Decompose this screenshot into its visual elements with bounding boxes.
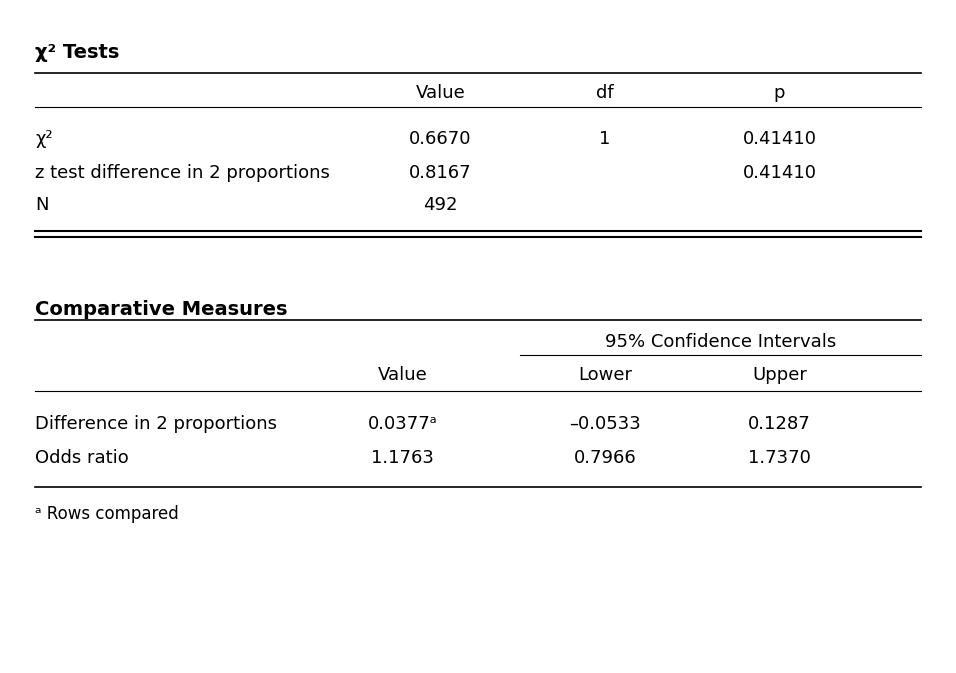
Text: 0.8167: 0.8167 [409, 164, 471, 182]
Text: 95% Confidence Intervals: 95% Confidence Intervals [605, 332, 836, 351]
Text: Upper: Upper [752, 365, 807, 384]
Text: 1.1763: 1.1763 [371, 450, 434, 468]
Text: Comparative Measures: Comparative Measures [35, 300, 288, 319]
Text: 1: 1 [599, 130, 611, 148]
Text: 0.1287: 0.1287 [749, 415, 811, 433]
Text: –0.0533: –0.0533 [570, 415, 641, 433]
Text: 492: 492 [424, 196, 458, 214]
Text: 1.7370: 1.7370 [748, 450, 811, 468]
Text: 0.6670: 0.6670 [409, 130, 471, 148]
Text: ᵃ Rows compared: ᵃ Rows compared [35, 505, 179, 524]
Text: Odds ratio: Odds ratio [35, 450, 129, 468]
Text: χ²: χ² [35, 130, 53, 148]
Text: Difference in 2 proportions: Difference in 2 proportions [35, 415, 277, 433]
Text: 0.41410: 0.41410 [743, 130, 816, 148]
Text: χ² Tests: χ² Tests [35, 43, 120, 62]
Text: 0.41410: 0.41410 [743, 164, 816, 182]
Text: Value: Value [416, 83, 466, 102]
Text: z test difference in 2 proportions: z test difference in 2 proportions [35, 164, 330, 182]
Text: p: p [773, 83, 785, 102]
Text: df: df [597, 83, 614, 102]
Text: Value: Value [378, 365, 427, 384]
Text: Lower: Lower [578, 365, 632, 384]
Text: 0.7966: 0.7966 [574, 450, 637, 468]
Text: 0.0377ᵃ: 0.0377ᵃ [368, 415, 438, 433]
Text: N: N [35, 196, 49, 214]
